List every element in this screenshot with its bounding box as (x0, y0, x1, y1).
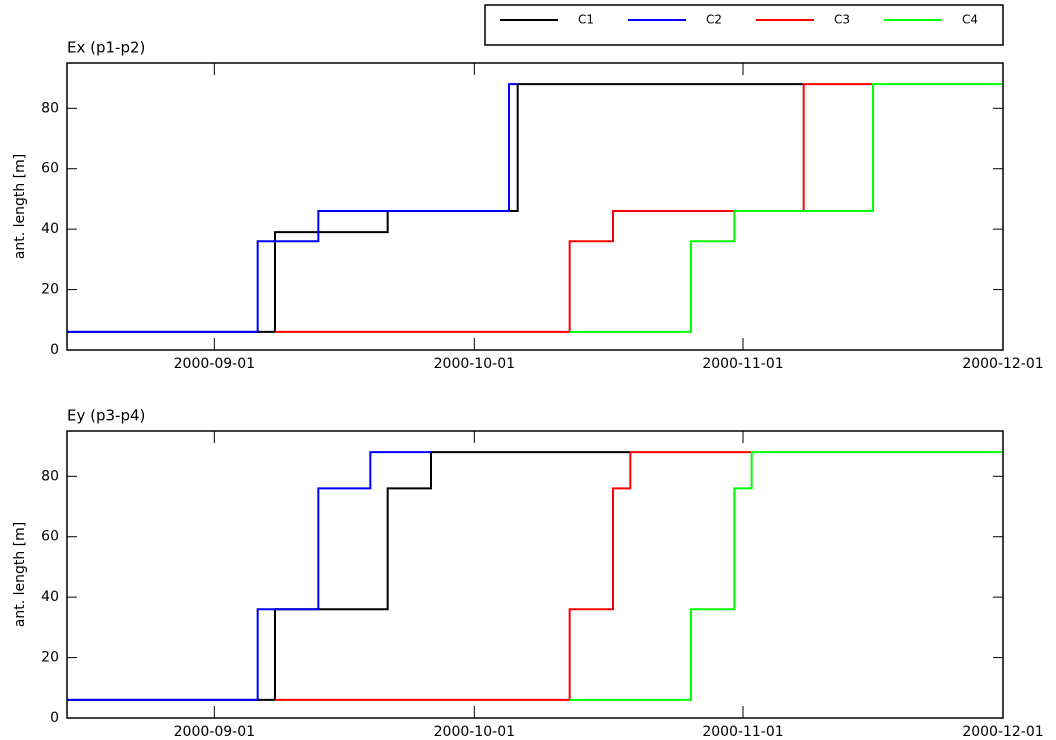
legend-label: C2 (706, 13, 722, 27)
series-line (67, 451, 631, 701)
y-tick-label: 60 (41, 529, 59, 545)
legend-label: C3 (834, 13, 850, 27)
legend-label: C4 (962, 13, 978, 27)
y-tick-label: 40 (41, 589, 59, 605)
y-tick-label: 80 (41, 100, 59, 116)
y-tick-label: 40 (41, 221, 59, 237)
x-tick-label: 2000-10-01 (434, 724, 515, 740)
series-line (67, 451, 431, 701)
x-tick-label: 2000-09-01 (174, 356, 255, 372)
legend-box (484, 4, 1004, 46)
chart-title: Ey (p3-p4) (67, 407, 145, 425)
plot-frame (66, 62, 1004, 351)
y-tick-label: 80 (41, 468, 59, 484)
x-tick-label: 2000-10-01 (434, 356, 515, 372)
plot-frame (66, 430, 1004, 719)
x-tick-label: 2000-11-01 (702, 724, 783, 740)
series-line (67, 83, 804, 333)
y-tick-label: 60 (41, 161, 59, 177)
y-tick-label: 0 (50, 710, 59, 726)
y-tick-label: 20 (41, 282, 59, 298)
x-tick-label: 2000-11-01 (702, 356, 783, 372)
series-line (275, 451, 752, 701)
y-tick-label: 20 (41, 650, 59, 666)
y-tick-label: 0 (50, 342, 59, 358)
series-line (275, 83, 873, 333)
x-tick-label: 2000-12-01 (962, 356, 1043, 372)
series-line (67, 83, 518, 333)
series-line (569, 451, 1003, 701)
y-axis-label: ant. length [m] (12, 154, 28, 259)
y-axis-label: ant. length [m] (12, 522, 28, 627)
x-tick-label: 2000-09-01 (174, 724, 255, 740)
legend-label: C1 (578, 13, 594, 27)
series-line (569, 83, 1003, 333)
chart-title: Ex (p1-p2) (67, 39, 145, 57)
x-tick-label: 2000-12-01 (962, 724, 1043, 740)
